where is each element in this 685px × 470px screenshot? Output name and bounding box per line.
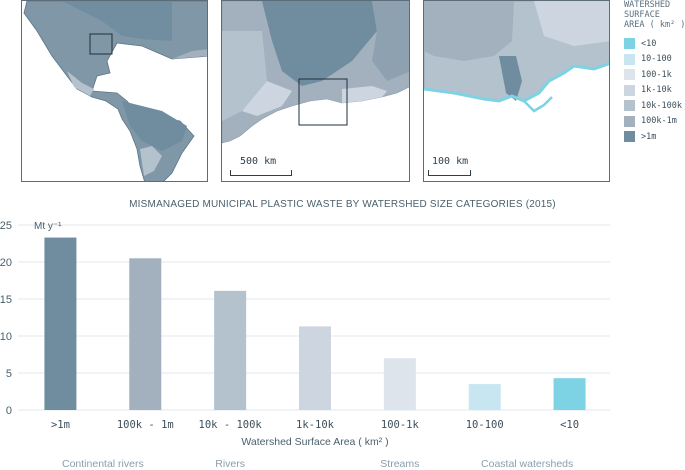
x-tick-label: >1m — [51, 419, 70, 431]
y-tick-label: 15 — [0, 294, 12, 306]
x-tick-label: 10-100 — [466, 419, 504, 431]
bar — [44, 237, 77, 410]
legend-items: <10 10-100 100-1k 1k-10k 10k-100k 100k-1m >1m — [624, 36, 685, 145]
x-tick-label: 1k-10k — [296, 419, 335, 431]
group-label: Streams — [380, 458, 420, 470]
legend-swatch — [624, 84, 635, 96]
group-label: Coastal watersheds — [481, 458, 574, 470]
legend-swatch — [624, 38, 635, 50]
x-tick-label: 10k - 100k — [199, 419, 263, 431]
y-tick-label: 5 — [6, 368, 12, 380]
bar — [553, 378, 586, 410]
scale-label: 100 km — [432, 156, 469, 167]
legend-item: <10 — [624, 36, 685, 52]
legend-item: 10-100 — [624, 52, 685, 68]
legend-swatch — [624, 115, 635, 127]
gulf-coast-map — [222, 1, 409, 144]
y-tick-label: 20 — [0, 257, 12, 269]
x-tick-label: 100k - 1m — [117, 419, 174, 431]
chart-title: MISMANAGED MUNICIPAL PLASTIC WASTE BY WA… — [129, 199, 556, 210]
scale-bar — [428, 170, 471, 176]
legend-title: WATERSHED SURFACE AREA ( km² ) — [624, 0, 685, 30]
legend-swatch — [624, 53, 635, 65]
legend-item: 100k-1m — [624, 114, 685, 130]
legend-item: 100-1k — [624, 67, 685, 83]
scale-label: 500 km — [240, 156, 277, 167]
bar — [468, 384, 501, 410]
legend-label: 10-100 — [641, 54, 672, 65]
bar — [299, 326, 331, 410]
legend-item: 1k-10k — [624, 83, 685, 99]
bar-chart: 0 5 10 15 20 25 Mt y⁻¹ >1m 100k - 1m 10k - 100k 1k… — [0, 220, 610, 448]
legend-label: >1m — [641, 131, 657, 142]
bar — [129, 258, 162, 410]
legend-swatch — [624, 69, 635, 81]
legend-label: 100-1k — [641, 69, 672, 80]
group-label: Rivers — [215, 458, 246, 470]
y-tick-label: 25 — [0, 220, 12, 232]
y-tick-label: 0 — [6, 405, 12, 417]
bar — [214, 290, 247, 410]
bar — [383, 358, 416, 410]
legend-label: 10k-100k — [641, 100, 682, 111]
legend-swatch — [624, 100, 635, 112]
americas-map — [23, 1, 207, 181]
delta-map — [424, 1, 609, 113]
y-tick-label: 10 — [0, 331, 12, 343]
x-axis-label: Watershed Surface Area ( km² ) — [241, 436, 388, 448]
legend-swatch — [624, 131, 635, 143]
delta-map-panel: 100 km — [423, 0, 610, 182]
x-tick-label: 100-1k — [381, 419, 420, 431]
legend-label: 1k-10k — [641, 85, 672, 96]
y-axis-label: Mt y⁻¹ — [34, 221, 62, 232]
x-tick-label: <10 — [560, 419, 579, 431]
legend-item: >1m — [624, 129, 685, 145]
group-label: Continental rivers — [62, 458, 144, 470]
americas-map-panel — [21, 0, 208, 182]
legend-label: <10 — [641, 38, 657, 49]
gulf-coast-map-panel: 500 km — [221, 0, 410, 182]
legend-label: 100k-1m — [641, 116, 677, 127]
scale-bar — [230, 170, 292, 176]
watershed-legend: WATERSHED SURFACE AREA ( km² ) <10 10-100… — [624, 0, 685, 145]
legend-item: 10k-100k — [624, 98, 685, 114]
